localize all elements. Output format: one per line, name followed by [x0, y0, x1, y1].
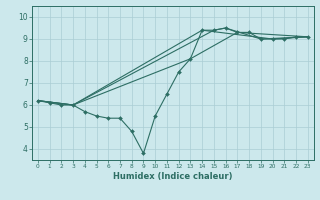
X-axis label: Humidex (Indice chaleur): Humidex (Indice chaleur) — [113, 172, 233, 181]
